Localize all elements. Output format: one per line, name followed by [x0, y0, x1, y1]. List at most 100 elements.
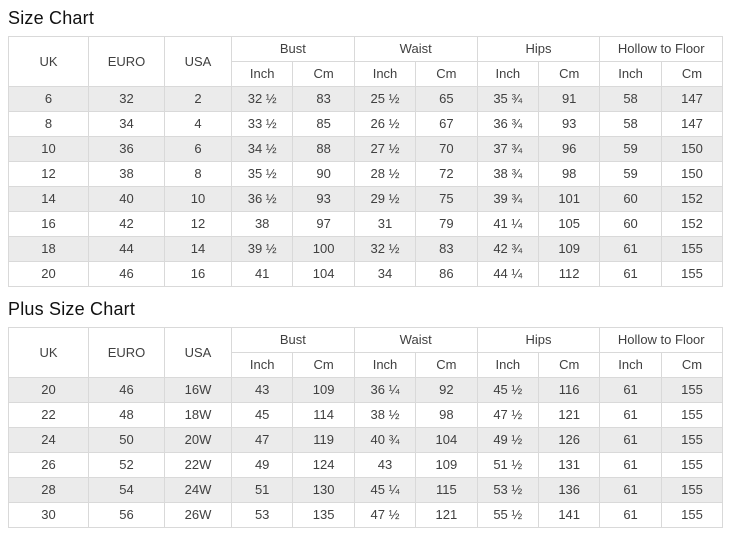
table-cell: 61	[599, 377, 662, 403]
table-cell: 20	[8, 377, 89, 403]
size-chart-body: 6 32 2 32 ½ 83 25 ½ 65 35 ¾ 91 58 147 8 34 4 33 ½ 85 26 …	[8, 86, 724, 287]
table-cell: 67	[415, 111, 478, 137]
plus-size-chart-table: UK EURO USA Bust Waist Hips Hollow to Fl…	[8, 327, 724, 528]
table-cell: 98	[537, 161, 601, 187]
table-cell: 75	[415, 186, 478, 212]
subcol-header-hips-inch: Inch	[476, 352, 539, 378]
table-cell: 10	[164, 186, 232, 212]
table-cell: 61	[599, 502, 662, 528]
table-cell: 42 ¾	[476, 236, 539, 262]
table-cell: 6	[164, 136, 232, 162]
table-row: 16 42 12 38 97 31 79 41 ¼ 105 60 152	[8, 211, 724, 237]
table-cell: 109	[537, 236, 601, 262]
col-header-hollow-to-floor: Hollow to Floor	[599, 36, 724, 62]
subcol-header-hips-inch: Inch	[476, 61, 539, 87]
table-cell: 50	[88, 427, 165, 453]
table-cell: 56	[88, 502, 165, 528]
header-row-groups: UK EURO USA Bust Waist Hips Hollow to Fl…	[8, 327, 724, 378]
table-cell: 36	[88, 136, 165, 162]
table-cell: 41 ¼	[476, 211, 539, 237]
col-header-waist: Waist	[353, 36, 478, 62]
table-cell: 16	[8, 211, 89, 237]
table-cell: 112	[537, 261, 601, 287]
col-header-usa: USA	[164, 36, 232, 87]
table-cell: 47 ½	[476, 402, 539, 428]
table-cell: 36 ¼	[353, 377, 417, 403]
table-cell: 59	[599, 136, 662, 162]
table-cell: 20	[8, 261, 89, 287]
table-cell: 45	[230, 402, 294, 428]
table-cell: 155	[660, 402, 724, 428]
table-cell: 141	[537, 502, 601, 528]
table-cell: 55 ½	[476, 502, 539, 528]
table-cell: 116	[537, 377, 601, 403]
table-cell: 72	[415, 161, 478, 187]
table-cell: 20W	[164, 427, 232, 453]
table-cell: 44	[88, 236, 165, 262]
subcol-header-waist-cm: Cm	[415, 352, 478, 378]
table-row: 30 56 26W 53 135 47 ½ 121 55 ½ 141 61 155	[8, 502, 724, 528]
table-cell: 96	[537, 136, 601, 162]
table-cell: 58	[599, 86, 662, 112]
subcol-header-bust-inch: Inch	[230, 61, 294, 87]
col-header-usa: USA	[164, 327, 232, 378]
col-header-uk: UK	[8, 36, 89, 87]
table-cell: 131	[537, 452, 601, 478]
table-cell: 79	[415, 211, 478, 237]
table-cell: 29 ½	[353, 186, 417, 212]
table-cell: 100	[292, 236, 355, 262]
table-cell: 40 ¾	[353, 427, 417, 453]
table-row: 22 48 18W 45 114 38 ½ 98 47 ½ 121 61 155	[8, 402, 724, 428]
table-cell: 155	[660, 377, 724, 403]
table-cell: 135	[292, 502, 355, 528]
table-cell: 47	[230, 427, 294, 453]
table-cell: 155	[660, 427, 724, 453]
table-cell: 37 ¾	[476, 136, 539, 162]
subcol-header-waist-cm: Cm	[415, 61, 478, 87]
table-cell: 26 ½	[353, 111, 417, 137]
table-cell: 38	[88, 161, 165, 187]
table-cell: 34 ½	[230, 136, 294, 162]
table-row: 18 44 14 39 ½ 100 32 ½ 83 42 ¾ 109 61 155	[8, 236, 724, 262]
table-cell: 119	[292, 427, 355, 453]
table-cell: 130	[292, 477, 355, 503]
table-cell: 121	[415, 502, 478, 528]
table-cell: 51	[230, 477, 294, 503]
table-cell: 16W	[164, 377, 232, 403]
subcol-header-hollow-cm: Cm	[660, 61, 724, 87]
col-header-bust: Bust	[231, 36, 355, 62]
table-cell: 30	[8, 502, 89, 528]
table-cell: 28 ½	[353, 161, 417, 187]
table-cell: 155	[660, 502, 724, 528]
subcol-header-bust-cm: Cm	[292, 352, 355, 378]
table-cell: 22	[8, 402, 89, 428]
subcol-header-hips-cm: Cm	[537, 352, 601, 378]
table-cell: 109	[415, 452, 478, 478]
table-cell: 43	[353, 452, 417, 478]
table-cell: 46	[88, 261, 165, 287]
table-cell: 27 ½	[353, 136, 417, 162]
table-cell: 12	[8, 161, 89, 187]
table-cell: 45 ¼	[353, 477, 417, 503]
table-cell: 42	[88, 211, 165, 237]
table-cell: 83	[292, 86, 355, 112]
table-cell: 115	[415, 477, 478, 503]
table-cell: 16	[164, 261, 232, 287]
table-cell: 121	[537, 402, 601, 428]
table-cell: 14	[164, 236, 232, 262]
table-cell: 53	[230, 502, 294, 528]
table-cell: 114	[292, 402, 355, 428]
table-cell: 39 ½	[230, 236, 294, 262]
table-cell: 155	[660, 477, 724, 503]
table-cell: 147	[660, 86, 724, 112]
table-cell: 43	[230, 377, 294, 403]
table-row: 20 46 16 41 104 34 86 44 ¼ 112 61 155	[8, 261, 724, 287]
table-cell: 2	[164, 86, 232, 112]
table-cell: 152	[660, 186, 724, 212]
plus-size-chart-body: 20 46 16W 43 109 36 ¼ 92 45 ½ 116 61 155 22 48 18W 45 1…	[8, 377, 724, 528]
table-cell: 48	[88, 402, 165, 428]
table-cell: 45 ½	[476, 377, 539, 403]
table-cell: 61	[599, 452, 662, 478]
size-chart-header: UK EURO USA Bust Waist Hips Hollow to Fl…	[8, 36, 724, 87]
table-cell: 47 ½	[353, 502, 417, 528]
